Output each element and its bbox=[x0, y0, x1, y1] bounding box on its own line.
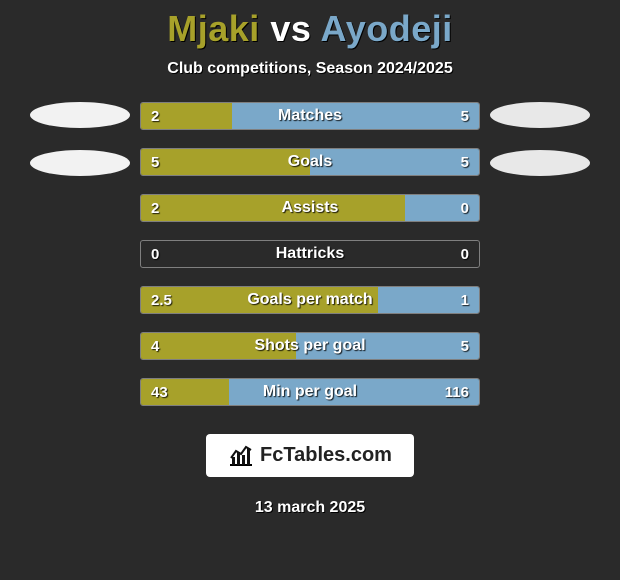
subtitle: Club competitions, Season 2024/2025 bbox=[167, 60, 452, 78]
stat-label: Min per goal bbox=[141, 379, 479, 405]
footer-date: 13 march 2025 bbox=[255, 499, 365, 517]
stat-row: 55Goals bbox=[140, 148, 480, 176]
title-player2: Ayodeji bbox=[321, 8, 453, 49]
stat-row: 25Matches bbox=[140, 102, 480, 130]
stat-label: Goals bbox=[141, 149, 479, 175]
left-placeholder-col bbox=[20, 102, 140, 176]
player2-flag-placeholder bbox=[490, 150, 590, 176]
stat-row: 45Shots per goal bbox=[140, 332, 480, 360]
stat-label: Hattricks bbox=[141, 241, 479, 267]
stat-label: Matches bbox=[141, 103, 479, 129]
player2-image-placeholder bbox=[490, 102, 590, 128]
stats-bars: 25Matches 55Goals 20Assists 00Hattricks 2.51… bbox=[140, 102, 480, 406]
brand-text: FcTables.com bbox=[260, 444, 392, 467]
stat-row: 2.51Goals per match bbox=[140, 286, 480, 314]
stat-row: 20Assists bbox=[140, 194, 480, 222]
stat-row: 00Hattricks bbox=[140, 240, 480, 268]
title-vs: vs bbox=[270, 8, 311, 49]
chart-icon bbox=[228, 445, 254, 467]
stat-label: Shots per goal bbox=[141, 333, 479, 359]
title-player1: Mjaki bbox=[167, 8, 260, 49]
page-title: Mjaki vs Ayodeji bbox=[167, 8, 452, 50]
stat-label: Assists bbox=[141, 195, 479, 221]
stat-row: 43116Min per goal bbox=[140, 378, 480, 406]
chart-area: 25Matches 55Goals 20Assists 00Hattricks 2.51… bbox=[0, 102, 620, 406]
content-wrapper: Mjaki vs Ayodeji Club competitions, Seas… bbox=[0, 0, 620, 580]
player1-image-placeholder bbox=[30, 102, 130, 128]
player1-flag-placeholder bbox=[30, 150, 130, 176]
right-placeholder-col bbox=[480, 102, 600, 176]
brand-badge: FcTables.com bbox=[206, 434, 414, 477]
stat-label: Goals per match bbox=[141, 287, 479, 313]
